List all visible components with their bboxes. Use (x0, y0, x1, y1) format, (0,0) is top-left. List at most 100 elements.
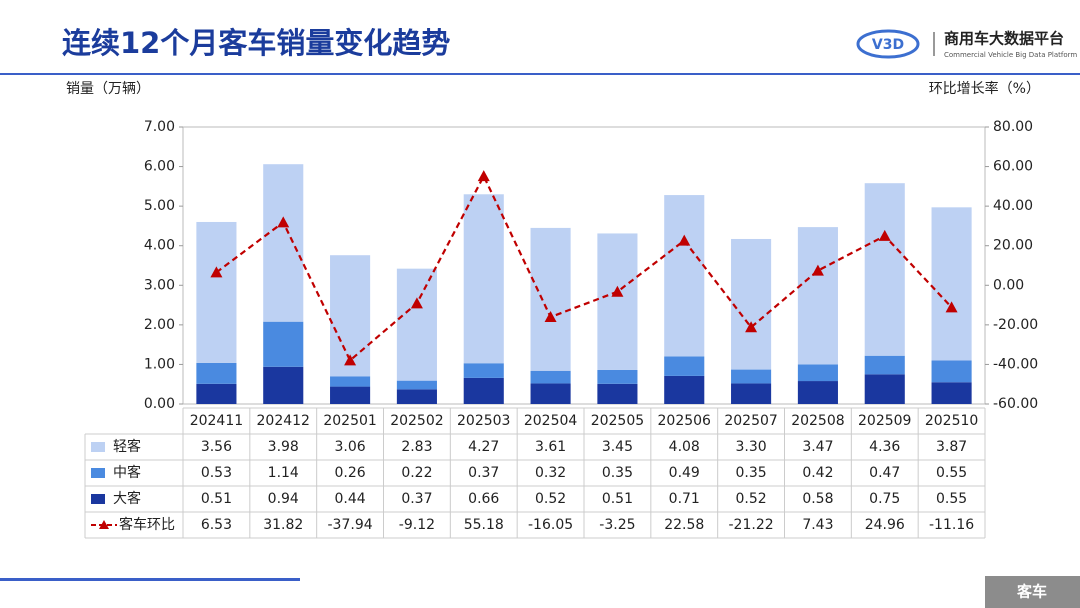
x-tick-label: 202509 (858, 413, 911, 429)
x-tick-label: 202411 (190, 413, 243, 429)
y2-tick-label: -20.00 (993, 317, 1038, 333)
x-tick-label: 202504 (524, 413, 578, 429)
y-tick-label: 1.00 (144, 356, 175, 372)
bar-segment (797, 227, 838, 365)
table-value: 0.44 (334, 491, 365, 507)
table-value: 0.75 (869, 491, 900, 507)
plot: 0.00 1.00 2.00 3.00 4.00 5.00 6.00 7.00 -60.00 -4… (84, 119, 1038, 539)
y-tick-label: 5.00 (144, 198, 175, 214)
x-tick-label: 202412 (257, 413, 310, 429)
x-tick-label: 202510 (925, 413, 978, 429)
legend-swatch (91, 442, 105, 452)
table-value: -21.22 (729, 517, 774, 533)
bar-segment (931, 360, 972, 383)
line-marker (745, 321, 758, 333)
bar-segment (530, 383, 571, 404)
bar-segment (396, 380, 437, 390)
table-value: 2.83 (401, 439, 432, 455)
bar-segment (463, 363, 504, 378)
bar-segment (463, 377, 504, 404)
line-marker (611, 285, 624, 297)
line-marker (878, 229, 891, 241)
bar-segment (864, 183, 905, 356)
table-value: 0.52 (535, 491, 566, 507)
table-value: 3.47 (802, 439, 833, 455)
table-value: -9.12 (399, 517, 435, 533)
x-tick-label: 202507 (724, 413, 777, 429)
table-value: 0.49 (669, 465, 700, 481)
table-value: 3.56 (201, 439, 232, 455)
table-value: 4.27 (468, 439, 499, 455)
y-tick-label: 3.00 (144, 277, 175, 293)
footer-tag: 客车 (1016, 583, 1047, 601)
y-tick-label: 2.00 (144, 317, 175, 333)
line-marker (210, 266, 223, 278)
table-value: 4.36 (869, 439, 900, 455)
logo-mark (856, 29, 920, 59)
table-value: 0.22 (401, 465, 432, 481)
table-value: 3.61 (535, 439, 566, 455)
bar-segment (664, 195, 705, 357)
bar-segment (330, 386, 371, 404)
logo-name: 商用车大数据平台 (944, 30, 1064, 48)
y-tick-label: 6.00 (144, 159, 175, 175)
bar-segment (196, 362, 237, 384)
logo-mark-text: V3D (872, 37, 904, 53)
bar-segment (797, 381, 838, 404)
bar-segment (731, 383, 772, 404)
y-tick-label: 7.00 (144, 119, 175, 135)
table-value: 0.47 (869, 465, 900, 481)
bar-segment (463, 194, 504, 364)
chart-title: 连续12个月客车销量变化趋势 (62, 26, 450, 60)
table-value: 6.53 (201, 517, 232, 533)
legend-label: 客车环比 (119, 516, 175, 533)
table-value: -16.05 (528, 517, 573, 533)
line-marker (277, 216, 290, 228)
line-marker (477, 170, 490, 182)
table-value: 0.71 (669, 491, 700, 507)
table-value: 0.58 (802, 491, 833, 507)
table-value: 31.82 (263, 517, 303, 533)
table-value: -11.16 (929, 517, 974, 533)
x-tick-label: 202505 (591, 413, 644, 429)
plot-frame (182, 126, 986, 405)
line-marker (344, 354, 357, 366)
bar-segment (597, 369, 638, 384)
legend-label: 中客 (113, 464, 141, 481)
table-value: 0.53 (201, 465, 232, 481)
table-value: 1.14 (268, 465, 299, 481)
bar-segment (396, 389, 437, 404)
footer-line (0, 578, 300, 581)
bar-segment (931, 382, 972, 404)
x-tick-label: 202508 (791, 413, 844, 429)
line-marker (811, 264, 824, 276)
table-value: -3.25 (599, 517, 635, 533)
table-value: 55.18 (464, 517, 504, 533)
table-value: 0.52 (735, 491, 766, 507)
table-value: 0.35 (735, 465, 766, 481)
y-tick-label: 0.00 (144, 396, 175, 412)
y2-tick-label: -60.00 (993, 396, 1038, 412)
table-value: 0.55 (936, 465, 967, 481)
bar-segment (196, 221, 237, 363)
bar-segment (263, 164, 304, 322)
footer-tag-box (985, 576, 1080, 608)
y2-tick-label: 80.00 (993, 119, 1033, 135)
x-tick-label: 202502 (390, 413, 443, 429)
bar-segment (263, 321, 304, 367)
table-value: 0.66 (468, 491, 499, 507)
legend-swatch (91, 468, 105, 478)
table-value: 22.58 (664, 517, 704, 533)
table-value: 3.30 (735, 439, 766, 455)
x-tick-label: 202501 (323, 413, 376, 429)
legend-swatch (99, 520, 109, 529)
table-value: 0.37 (401, 491, 432, 507)
logo: V3D 商用车大数据平台 Commercial Vehicle Big Data… (856, 29, 1077, 59)
bar-segment (330, 376, 371, 387)
bar-segment (931, 207, 972, 361)
y2-tick-label: -40.00 (993, 356, 1038, 372)
bar-segment (731, 238, 772, 370)
bar-segment (597, 383, 638, 404)
table-value: 3.45 (602, 439, 633, 455)
